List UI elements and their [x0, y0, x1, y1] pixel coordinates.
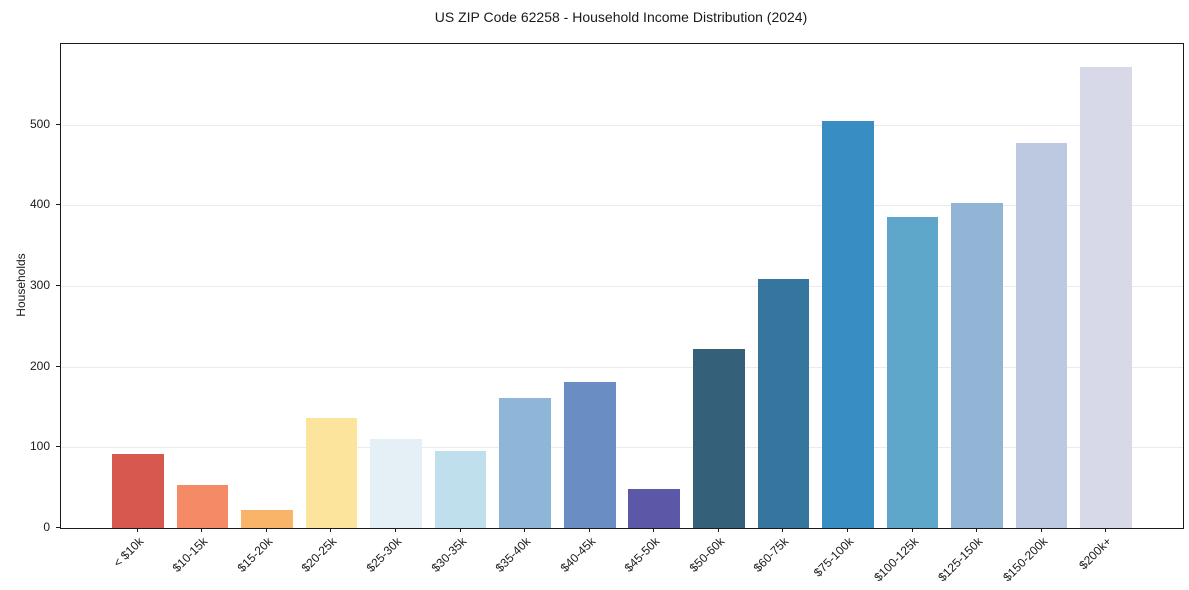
xtick-mark	[136, 528, 138, 532]
bar-35-40k	[499, 398, 551, 528]
xtick-mark	[976, 528, 978, 532]
bar-30-35k	[434, 451, 487, 528]
bar-100-125k	[886, 217, 939, 528]
gridline-500	[61, 124, 1183, 126]
xtick-mark	[330, 528, 332, 532]
xtick-mark	[524, 528, 526, 532]
bar-10-15k	[176, 485, 229, 528]
xtick-mark	[395, 528, 397, 532]
xtick-mark	[1105, 528, 1107, 532]
bar-20-25k	[305, 417, 358, 528]
ytick-label-0: 0	[43, 520, 50, 534]
xtick-mark	[653, 528, 655, 532]
xtick-mark	[201, 528, 203, 532]
ytick-mark-400	[56, 204, 60, 206]
xtick-mark	[1040, 528, 1042, 532]
bar-10k	[112, 453, 164, 528]
ytick-label-200: 200	[29, 358, 50, 373]
gridline-200	[61, 366, 1183, 368]
bar-25-30k	[370, 439, 422, 528]
ytick-label-100: 100	[29, 439, 50, 454]
bar-75-100k	[822, 120, 874, 528]
gridline-100	[61, 447, 1183, 449]
ytick-mark-200	[56, 365, 60, 367]
xtick-mark	[588, 528, 590, 532]
bar-150-200k	[1015, 143, 1068, 528]
bar-15-20k	[241, 510, 293, 528]
xtick-label: < $10k	[110, 534, 147, 570]
gridline-400	[61, 205, 1183, 207]
ytick-label-300: 300	[29, 278, 50, 292]
xtick-mark	[459, 528, 461, 532]
chart-title: US ZIP Code 62258 - Household Income Dis…	[434, 9, 808, 25]
xtick-mark	[265, 528, 267, 532]
ytick-mark-100	[56, 446, 60, 448]
gridline-300	[61, 286, 1183, 287]
xtick-mark	[782, 528, 784, 532]
bar-60-75k	[757, 278, 810, 528]
ytick-mark-500	[56, 123, 60, 125]
plot-area	[60, 43, 1184, 529]
ytick-label-400: 400	[29, 197, 50, 212]
bar-125-150k	[951, 202, 1003, 528]
xtick-mark	[911, 528, 913, 532]
bar-50-60k	[693, 348, 745, 528]
bar-40-45k	[563, 382, 616, 528]
bar-200k	[1080, 67, 1132, 528]
ytick-label-500: 500	[29, 116, 50, 131]
xtick-mark	[846, 528, 848, 532]
bar-45-50k	[628, 489, 681, 528]
xtick-mark	[717, 528, 719, 532]
ytick-mark-300	[56, 285, 60, 286]
ytick-mark-0	[56, 527, 60, 528]
